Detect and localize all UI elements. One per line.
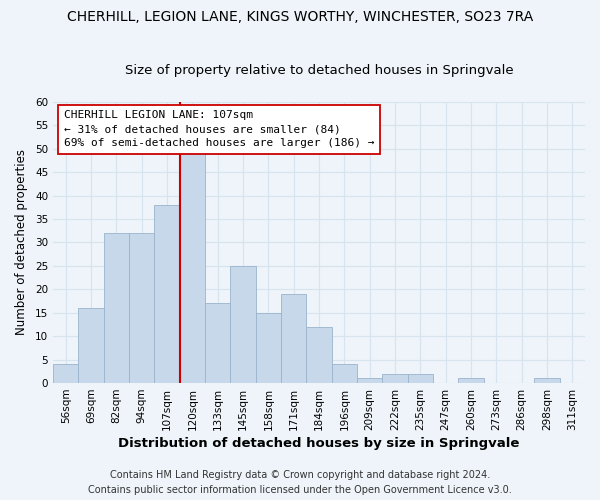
Text: CHERHILL, LEGION LANE, KINGS WORTHY, WINCHESTER, SO23 7RA: CHERHILL, LEGION LANE, KINGS WORTHY, WIN… (67, 10, 533, 24)
Bar (281, 294, 307, 383)
Bar (205, 304, 230, 383)
X-axis label: Distribution of detached houses by size in Springvale: Distribution of detached houses by size … (118, 437, 520, 450)
Bar (357, 378, 382, 383)
Bar (104, 233, 129, 383)
Bar (382, 374, 407, 383)
Bar (230, 266, 256, 383)
Bar (79, 308, 104, 383)
Title: Size of property relative to detached houses in Springvale: Size of property relative to detached ho… (125, 64, 514, 77)
Bar (180, 154, 205, 383)
Bar (129, 233, 154, 383)
Bar (53, 364, 79, 383)
Text: Contains HM Land Registry data © Crown copyright and database right 2024.
Contai: Contains HM Land Registry data © Crown c… (88, 470, 512, 495)
Bar (154, 205, 180, 383)
Bar (307, 327, 332, 383)
Bar (407, 374, 433, 383)
Text: CHERHILL LEGION LANE: 107sqm
← 31% of detached houses are smaller (84)
69% of se: CHERHILL LEGION LANE: 107sqm ← 31% of de… (64, 110, 374, 148)
Y-axis label: Number of detached properties: Number of detached properties (15, 150, 28, 336)
Bar (332, 364, 357, 383)
Bar (256, 312, 281, 383)
Bar (458, 378, 484, 383)
Bar (535, 378, 560, 383)
